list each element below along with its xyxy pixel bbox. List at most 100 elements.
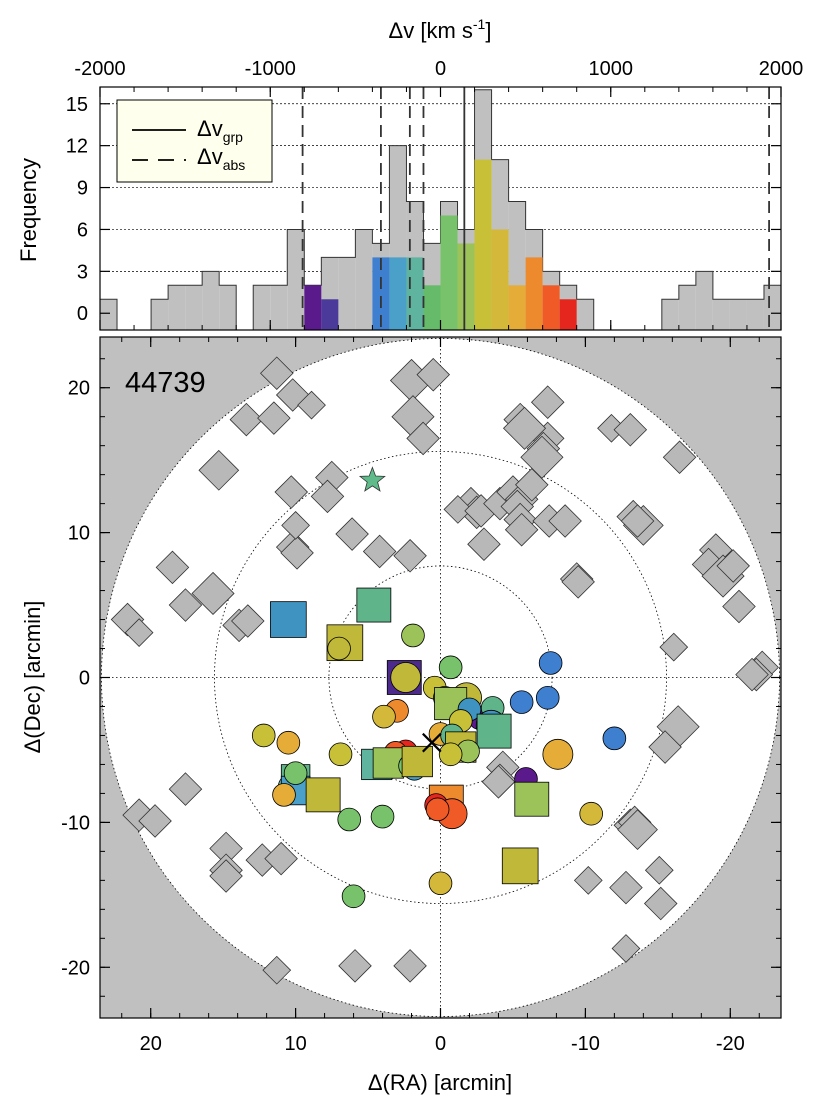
member-circle xyxy=(370,804,395,829)
histogram-bar xyxy=(712,299,730,330)
top-axis-tick-label: 1000 xyxy=(589,58,634,80)
member-bar xyxy=(406,257,424,330)
non-member-diamond xyxy=(338,949,372,983)
ra-axis-tick-label: 0 xyxy=(435,1033,446,1055)
non-member-diamond xyxy=(659,632,689,662)
y-axis-title-dec: Δ(Dec) [arcmin] xyxy=(20,601,45,754)
member-circle xyxy=(327,636,351,661)
histogram-outline xyxy=(99,89,782,330)
member-circle xyxy=(509,690,534,714)
ra-axis-tick-label: -20 xyxy=(716,1033,745,1055)
non-member-diamond xyxy=(443,495,473,524)
histogram-bar xyxy=(287,229,305,330)
histogram-ticks: -2000 -1000 0 1000 2000 0 3 6 9 12 15 xyxy=(66,58,804,330)
member-square xyxy=(514,781,550,817)
non-member-diamond xyxy=(613,412,648,447)
non-member-galaxies xyxy=(110,356,779,985)
histogram-panel: -2000 -1000 0 1000 2000 0 3 6 9 12 15 Δvgrp Δvabs xyxy=(66,58,804,331)
histogram-bar xyxy=(202,271,220,330)
non-member-diamond xyxy=(262,955,292,985)
member-bar xyxy=(372,257,390,330)
cross-stroke xyxy=(422,732,442,753)
y-axis-tick-label: 9 xyxy=(77,178,88,200)
histogram-bar xyxy=(661,299,679,330)
histogram-bar xyxy=(151,299,169,330)
legend-solid-label: Δvgrp xyxy=(197,116,243,145)
ra-axis-tick-label: 10 xyxy=(284,1033,306,1055)
histogram-bar xyxy=(678,285,696,330)
member-circle xyxy=(535,685,560,710)
non-member-diamond xyxy=(617,809,658,851)
member-circle xyxy=(272,783,296,807)
histogram-bar xyxy=(763,285,781,330)
non-member-diamond xyxy=(198,449,240,491)
histogram-bar xyxy=(746,299,764,330)
member-circle xyxy=(438,655,463,680)
y-axis-tick-label: 3 xyxy=(77,261,88,283)
top-axis-tick-label: -2000 xyxy=(74,58,125,80)
non-member-diamond xyxy=(520,435,564,479)
histogram-bar xyxy=(576,299,594,330)
non-member-diamond xyxy=(264,841,298,876)
group-center-cross xyxy=(422,732,442,753)
non-member-diamond xyxy=(257,401,291,435)
histogram-legend: Δvgrp Δvabs xyxy=(116,99,273,183)
non-member-diamond xyxy=(393,539,427,573)
dec-axis-tick-label: 0 xyxy=(79,668,90,690)
ra-axis-tick-label: 20 xyxy=(140,1033,162,1055)
top-axis-tick-label: 0 xyxy=(435,58,446,80)
member-bar xyxy=(321,299,339,330)
member-circle xyxy=(542,738,574,770)
member-bar xyxy=(304,285,322,330)
non-member-diamond xyxy=(335,517,369,551)
non-member-diamond xyxy=(716,549,750,583)
member-bar xyxy=(508,285,526,330)
member-circle xyxy=(401,623,425,648)
member-bar xyxy=(542,285,560,330)
non-member-diamond xyxy=(110,602,145,637)
group-member-galaxies xyxy=(251,587,627,909)
member-bar xyxy=(440,215,458,330)
non-member-diamond xyxy=(644,855,674,885)
non-member-diamond xyxy=(504,512,539,547)
legend-dashed-label: Δvabs xyxy=(197,144,245,173)
non-member-diamond xyxy=(611,934,641,963)
non-member-diamond xyxy=(467,527,501,561)
non-member-diamond xyxy=(362,534,397,569)
histogram-bar xyxy=(219,285,237,330)
member-bar xyxy=(559,299,577,330)
y-axis-tick-label: 6 xyxy=(77,219,88,241)
member-circle xyxy=(283,761,308,785)
member-bar xyxy=(423,285,441,330)
member-bar xyxy=(525,257,543,330)
member-square xyxy=(476,713,512,749)
top-axis-tick-label: 2000 xyxy=(759,58,804,80)
histogram-bar xyxy=(185,285,203,330)
non-member-diamond xyxy=(561,565,595,599)
non-member-diamond xyxy=(168,772,203,806)
non-member-diamond xyxy=(515,468,549,502)
member-bar xyxy=(474,159,492,330)
non-member-diamond xyxy=(662,440,697,475)
histogram-bar xyxy=(695,271,713,330)
non-member-diamond xyxy=(310,479,345,514)
non-member-diamond xyxy=(281,510,310,540)
dec-axis-tick-label: -10 xyxy=(61,812,90,834)
velocity-lines xyxy=(301,87,770,330)
member-bar xyxy=(389,257,407,330)
non-member-diamond xyxy=(643,886,678,921)
non-member-diamond xyxy=(124,618,154,647)
non-member-diamond xyxy=(573,865,603,895)
non-member-diamond xyxy=(274,475,309,509)
member-circle xyxy=(579,801,603,826)
member-square xyxy=(501,847,539,885)
x-axis-title-ra: Δ(RA) [arcmin] xyxy=(368,1070,512,1095)
non-member-diamond xyxy=(297,390,326,420)
member-circle xyxy=(425,797,450,822)
non-member-diamond xyxy=(393,949,427,983)
non-member-diamond xyxy=(416,357,451,392)
dec-axis-tick-label: 10 xyxy=(68,523,90,545)
map-markers xyxy=(358,466,442,753)
sky-map-panel: 20 10 0 -10 -20 -20 -10 0 10 20 44739 xyxy=(61,336,782,1055)
